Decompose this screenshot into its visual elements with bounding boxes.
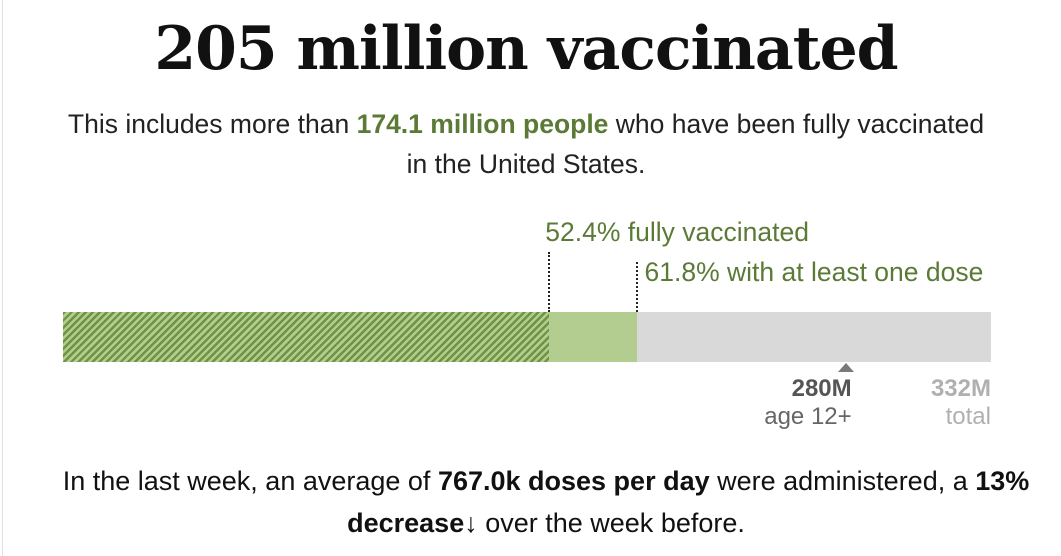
tick-label-280m: 280M <box>791 375 852 402</box>
fully-vaccinated-label: 52.4% fully vaccinated <box>545 217 809 247</box>
weekly-average-text: In the last week, an average of 767.0k d… <box>40 460 1052 544</box>
one-dose-label: 61.8% with at least one dose <box>644 257 984 287</box>
left-border <box>2 0 3 556</box>
age-12-marker-icon <box>837 363 854 372</box>
one-dose-leader-line <box>635 262 638 312</box>
tick-sublabel-age-12: age 12+ <box>764 403 852 430</box>
page-title: 205 million vaccinated <box>154 14 898 84</box>
footer-post: over the week before. <box>477 508 745 538</box>
tick-sublabel-total: total <box>945 403 991 430</box>
subtitle-highlight: 174.1 million people <box>356 109 609 139</box>
fully-vaccinated-leader-line <box>548 252 551 312</box>
doses-per-day: 767.0k doses per day <box>437 466 710 496</box>
percent-change: 13% decrease <box>347 466 1030 538</box>
bar-segment-fully-vaccinated <box>63 312 550 362</box>
subtitle: This includes more than 174.1 million pe… <box>60 104 992 184</box>
footer-mid: were administered, a <box>709 466 976 496</box>
footer-pre: In the last week, an average of <box>62 466 438 496</box>
subtitle-post: who have been fully vaccinated in the Un… <box>406 109 985 179</box>
subtitle-pre: This includes more than <box>67 109 357 139</box>
tick-label-332m: 332M <box>930 375 991 402</box>
down-arrow-icon: ↓ <box>464 508 478 538</box>
